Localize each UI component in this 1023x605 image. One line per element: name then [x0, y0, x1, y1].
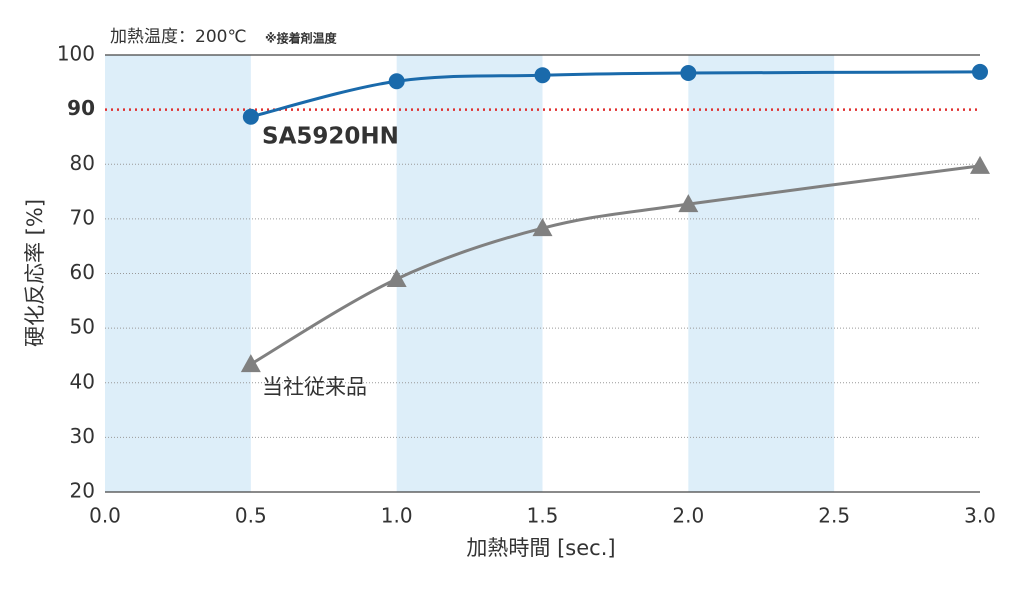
annotation: 加熱温度：200℃ — [110, 27, 247, 47]
y-axis-label: 硬化反応率 [%] — [23, 199, 47, 347]
marker — [242, 108, 259, 125]
marker — [534, 67, 551, 84]
shaded-band — [396, 55, 543, 492]
x-tick-label: 1.5 — [527, 504, 559, 528]
marker — [386, 268, 407, 287]
x-tick-label: 1.0 — [381, 504, 413, 528]
series-line — [250, 70, 981, 119]
series-line — [250, 164, 981, 366]
y-tick-label: 20 — [70, 479, 95, 503]
y-tick-label: 40 — [70, 369, 95, 393]
series-label: SA5920HN — [262, 124, 399, 150]
marker — [970, 155, 990, 174]
marker — [388, 73, 405, 90]
x-axis-label: 加熱時間 [sec.] — [466, 536, 615, 560]
grid: 20 30 40 50 60 70 80 90 100 0.0 0.5 1.0 1.5 2.0 2.5 3.0 — [57, 42, 996, 528]
x-tick-label: 0.5 — [235, 504, 267, 528]
annotation-note: ※接着剤温度 — [265, 31, 338, 46]
marker — [680, 65, 697, 82]
x-tick-label: 0.0 — [89, 504, 121, 528]
marker — [972, 63, 988, 80]
y-tick-label: 50 — [70, 315, 95, 339]
y-tick-label: 80 — [70, 151, 95, 175]
x-tick-label: 3.0 — [964, 504, 996, 528]
y-tick-label: 70 — [70, 205, 95, 229]
y-tick-label: 30 — [70, 424, 95, 448]
series-label: 当社従来品 — [262, 375, 367, 399]
marks: SA5920HN 当社従来品 — [240, 63, 990, 399]
x-tick-label: 2.5 — [818, 504, 850, 528]
y-tick-label: 60 — [70, 260, 95, 284]
marker — [678, 194, 699, 213]
y-tick-label: 90 — [67, 96, 95, 120]
marker — [532, 218, 553, 237]
y-tick-label: 100 — [57, 42, 95, 66]
marker — [240, 354, 261, 373]
bands — [105, 55, 835, 492]
x-tick-label: 2.0 — [672, 504, 704, 528]
shaded-band — [688, 55, 835, 492]
